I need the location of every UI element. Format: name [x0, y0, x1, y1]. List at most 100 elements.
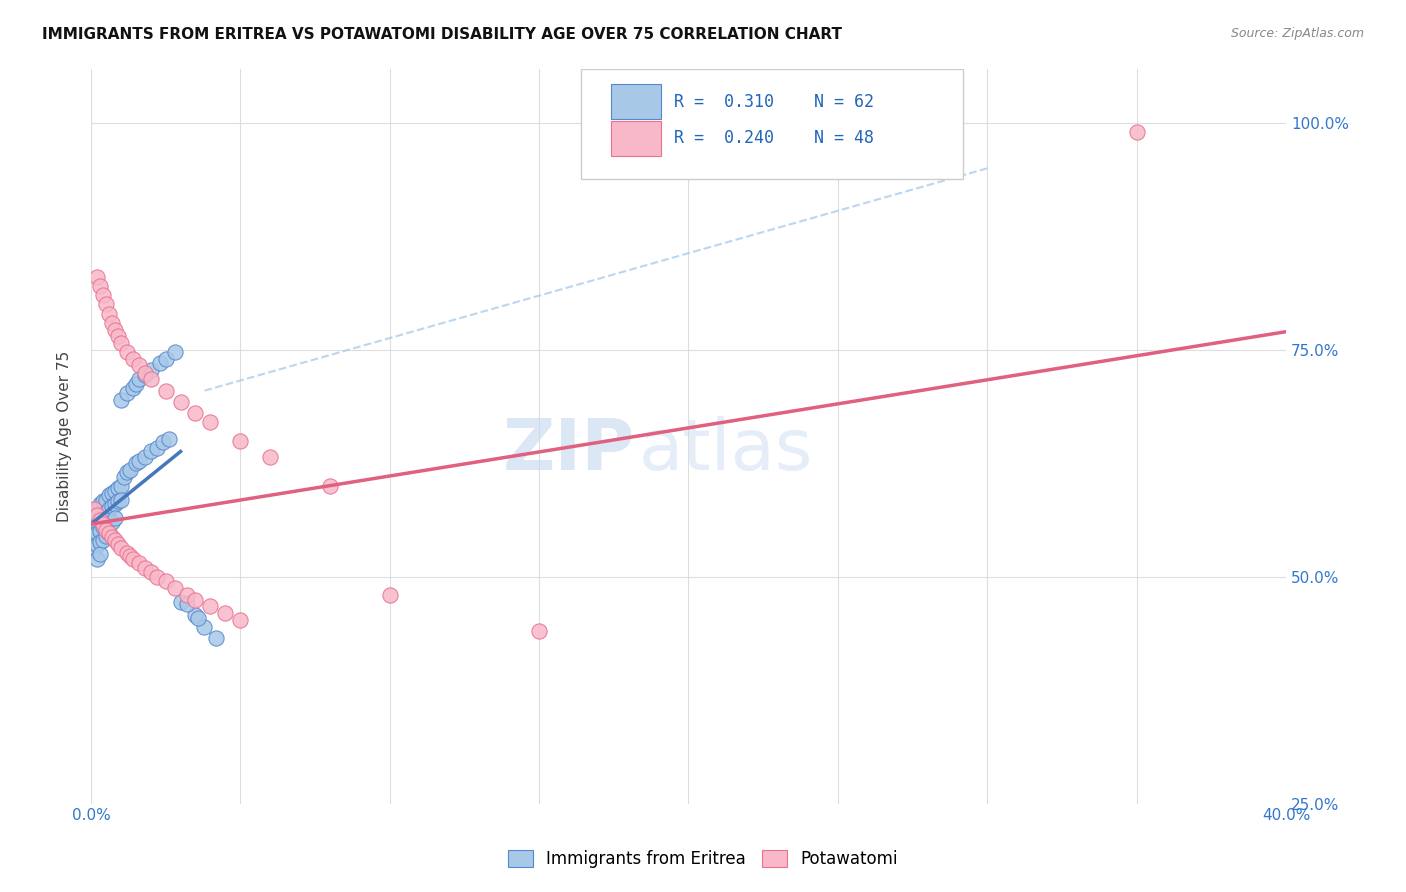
Point — [155, 574, 177, 589]
Text: R =  0.240    N = 48: R = 0.240 N = 48 — [673, 129, 875, 147]
Point — [152, 435, 174, 450]
Point — [97, 488, 120, 502]
Point — [101, 530, 124, 544]
Point — [145, 441, 167, 455]
Point — [101, 486, 124, 500]
Point — [101, 316, 124, 330]
Point — [184, 607, 207, 622]
Point — [91, 288, 114, 302]
Point — [125, 377, 148, 392]
Point — [139, 363, 162, 377]
Point — [104, 483, 127, 498]
Point — [104, 533, 127, 548]
Text: IMMIGRANTS FROM ERITREA VS POTAWATOMI DISABILITY AGE OVER 75 CORRELATION CHART: IMMIGRANTS FROM ERITREA VS POTAWATOMI DI… — [42, 27, 842, 42]
Point — [110, 335, 132, 350]
FancyBboxPatch shape — [610, 120, 661, 156]
Point — [94, 506, 117, 520]
Point — [155, 384, 177, 398]
Point — [115, 386, 138, 401]
Point — [121, 351, 143, 366]
Point — [83, 542, 105, 557]
Point — [139, 444, 162, 458]
Point — [121, 551, 143, 566]
Point — [89, 279, 111, 293]
Point — [163, 344, 186, 359]
FancyBboxPatch shape — [581, 69, 963, 178]
Point — [115, 546, 138, 560]
Point — [86, 551, 108, 566]
Point — [94, 517, 117, 532]
Point — [83, 501, 105, 516]
Point — [110, 541, 132, 555]
Point — [86, 270, 108, 285]
Point — [91, 533, 114, 548]
Point — [157, 432, 180, 446]
Point — [134, 450, 156, 464]
Point — [94, 492, 117, 507]
Point — [97, 526, 120, 541]
Point — [104, 497, 127, 511]
Point — [176, 588, 198, 602]
Point — [107, 329, 129, 343]
Point — [89, 510, 111, 524]
Point — [107, 481, 129, 495]
Point — [139, 372, 162, 386]
Point — [110, 492, 132, 507]
Point — [89, 535, 111, 549]
Point — [378, 588, 401, 602]
Point — [83, 529, 105, 543]
Point — [89, 513, 111, 527]
Point — [118, 549, 141, 563]
Point — [83, 506, 105, 520]
Point — [104, 510, 127, 524]
Point — [155, 351, 177, 366]
Point — [1125, 125, 1147, 139]
Point — [187, 610, 209, 624]
Point — [97, 501, 120, 516]
Point — [205, 632, 228, 646]
Point — [89, 497, 111, 511]
Point — [184, 406, 207, 420]
Point — [163, 581, 186, 595]
Point — [91, 520, 114, 534]
Text: R =  0.310    N = 62: R = 0.310 N = 62 — [673, 93, 875, 111]
Point — [176, 597, 198, 611]
Point — [229, 613, 252, 627]
Point — [107, 494, 129, 508]
Point — [91, 517, 114, 532]
Point — [134, 368, 156, 383]
Point — [200, 599, 222, 613]
Point — [101, 516, 124, 530]
Point — [104, 323, 127, 337]
Point — [86, 516, 108, 530]
Point — [169, 595, 191, 609]
Point — [128, 556, 150, 570]
Point — [118, 463, 141, 477]
Point — [128, 453, 150, 467]
Point — [169, 395, 191, 409]
Point — [229, 434, 252, 448]
Point — [319, 479, 342, 493]
Point — [83, 520, 105, 534]
Point — [89, 547, 111, 561]
Point — [115, 466, 138, 480]
Point — [94, 297, 117, 311]
Text: ZIP: ZIP — [502, 417, 634, 485]
FancyBboxPatch shape — [610, 84, 661, 120]
Point — [527, 624, 550, 639]
Point — [214, 606, 236, 620]
Point — [259, 450, 281, 464]
Point — [91, 508, 114, 522]
Point — [101, 499, 124, 513]
Point — [97, 307, 120, 321]
Point — [121, 381, 143, 395]
Point — [97, 526, 120, 541]
Point — [86, 501, 108, 516]
Point — [134, 560, 156, 574]
Point — [145, 570, 167, 584]
Point — [94, 523, 117, 537]
Point — [128, 372, 150, 386]
Y-axis label: Disability Age Over 75: Disability Age Over 75 — [58, 351, 72, 522]
Point — [89, 524, 111, 539]
Point — [110, 479, 132, 493]
